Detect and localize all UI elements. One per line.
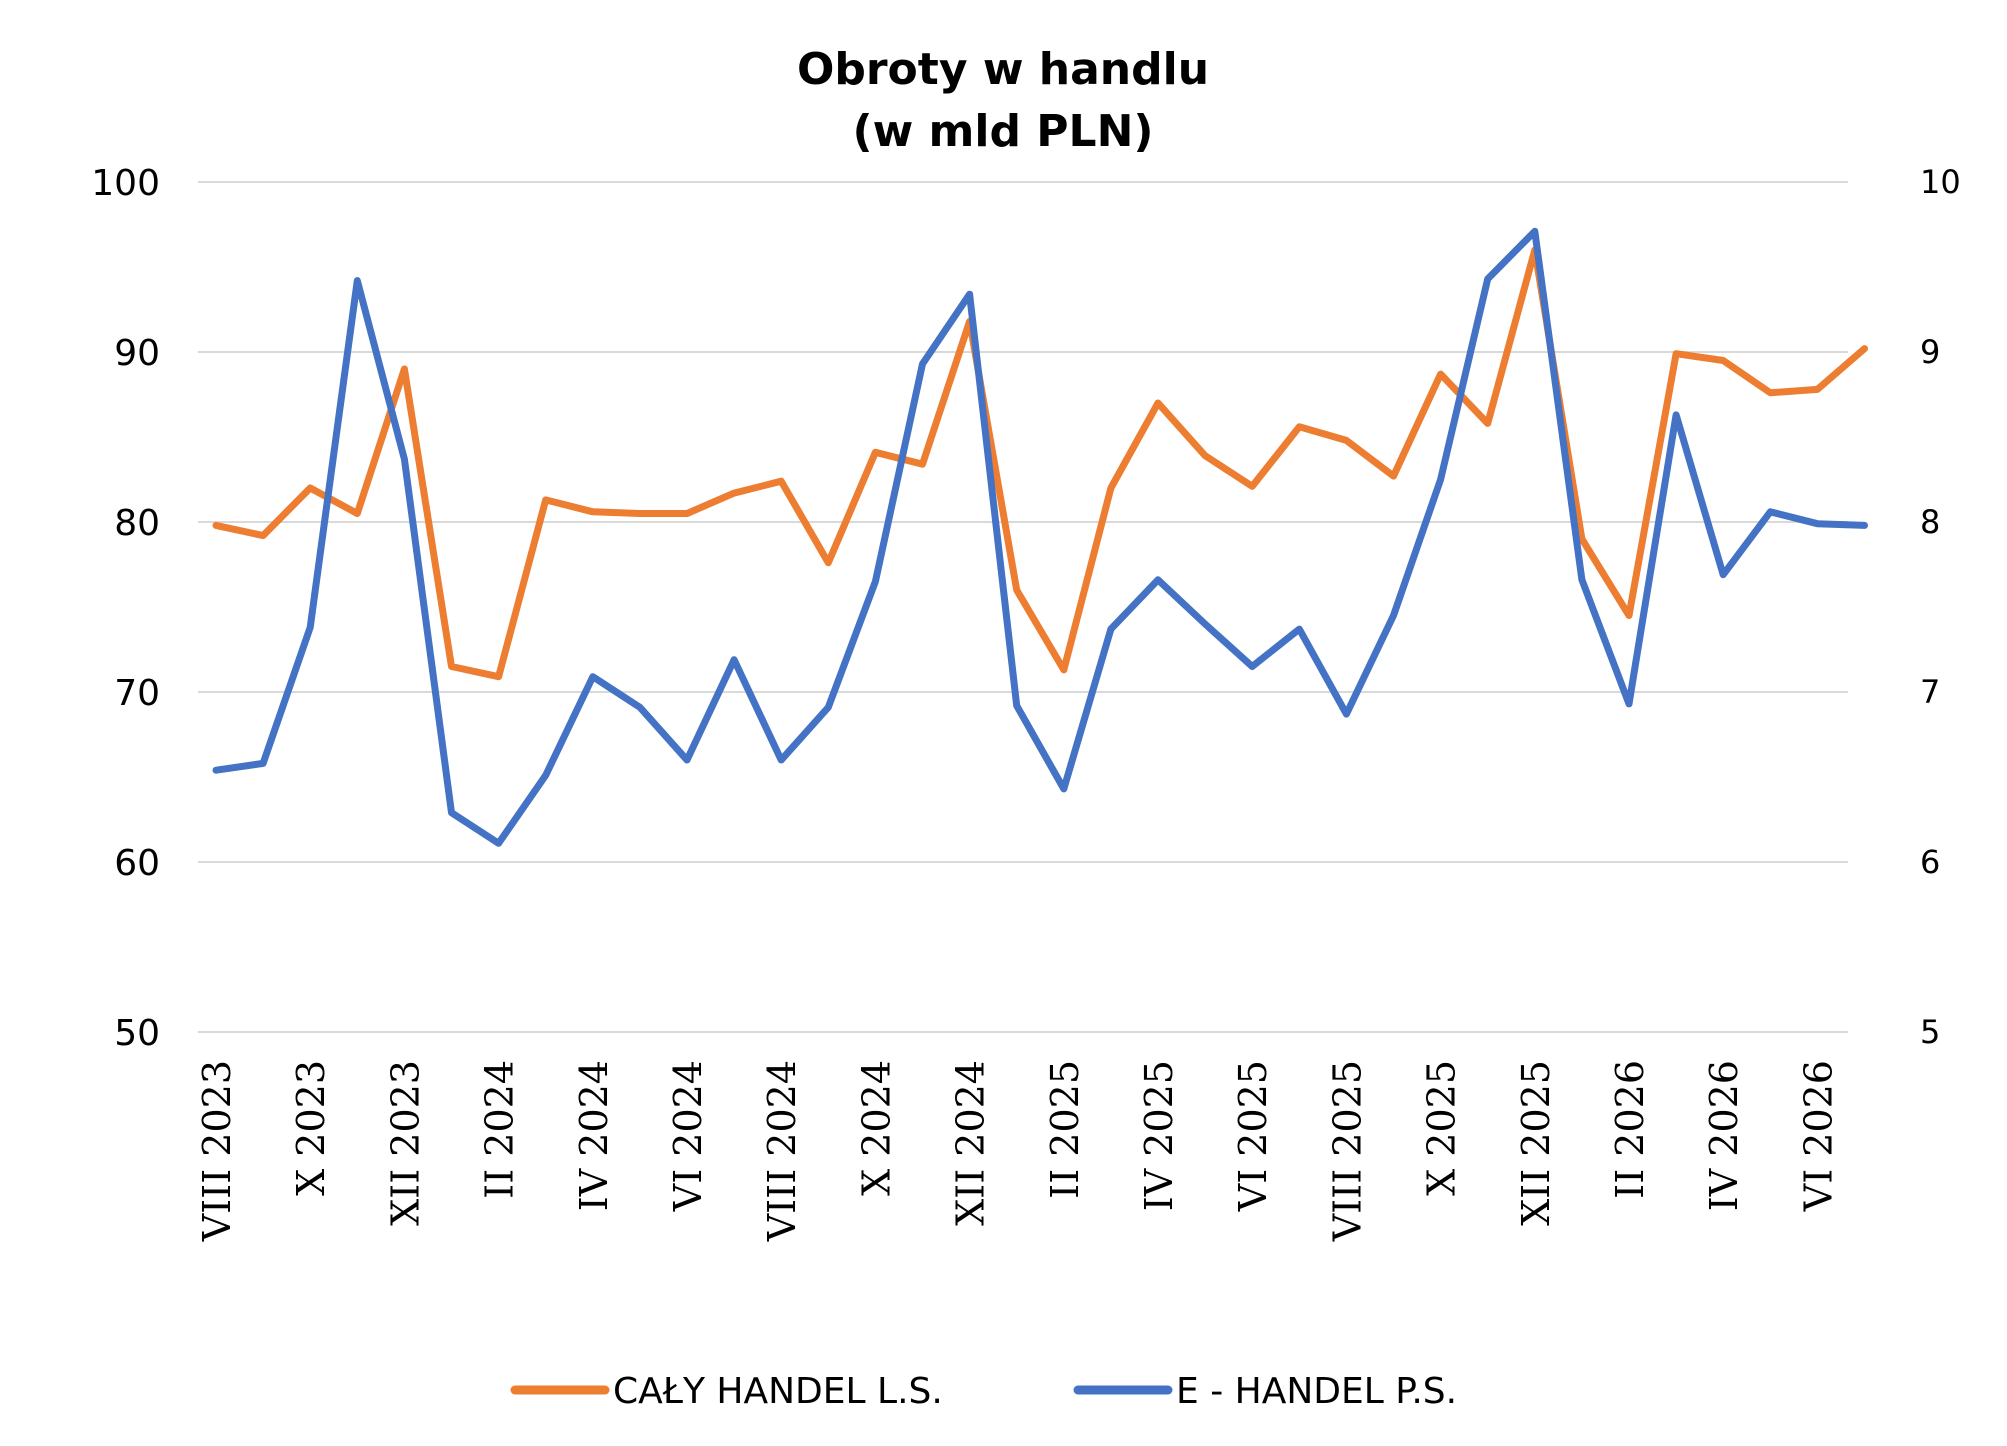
gridlines (198, 181, 1848, 1033)
x-tick-label: IV 2024 (572, 1060, 616, 1211)
x-tick-label: XII 2025 (1514, 1060, 1558, 1226)
x-tick-label: XII 2023 (383, 1060, 427, 1226)
x-tick-label: II 2025 (1043, 1060, 1087, 1199)
right-y-tick-label: 5 (1920, 1013, 1940, 1051)
x-tick-label: VIII 2023 (195, 1060, 239, 1242)
left-y-tick-label: 100 (91, 163, 160, 204)
x-tick-label: VIII 2025 (1325, 1060, 1369, 1242)
x-tick-label: XII 2024 (949, 1060, 993, 1226)
left-y-tick-label: 90 (114, 333, 160, 374)
x-tick-label: X 2025 (1420, 1060, 1464, 1196)
series-line-caly-handel (212, 246, 1868, 681)
right-y-tick-label: 10 (1920, 163, 1961, 201)
x-tick-label: X 2023 (289, 1060, 333, 1196)
left-y-tick-label: 50 (114, 1013, 160, 1054)
right-y-tick-label: 9 (1920, 333, 1940, 371)
left-y-tick-label: 70 (114, 673, 160, 714)
series-lines (212, 227, 1868, 847)
x-tick-label: VIII 2024 (760, 1060, 804, 1242)
left-y-tick-label: 60 (114, 843, 160, 884)
right-y-tick-label: 6 (1920, 843, 1940, 881)
right-axis-ticks: 5 6 7 8 9 10 (1920, 163, 1961, 1051)
x-tick-label: VI 2024 (666, 1060, 710, 1212)
series-line-e-handel (212, 227, 1868, 847)
legend: CAŁY HANDEL L.S. E - HANDEL P.S. (510, 1371, 1457, 1412)
right-y-tick-label: 8 (1920, 503, 1940, 541)
legend-label-caly-handel: CAŁY HANDEL L.S. (613, 1371, 943, 1412)
x-tick-label: II 2026 (1608, 1060, 1652, 1199)
left-y-tick-label: 80 (114, 503, 160, 544)
x-tick-label: X 2024 (854, 1060, 898, 1196)
x-tick-label: II 2024 (478, 1060, 522, 1199)
x-tick-label: IV 2025 (1137, 1060, 1181, 1211)
right-y-tick-label: 7 (1920, 673, 1940, 711)
x-tick-label: VI 2026 (1796, 1060, 1840, 1212)
chart-title-line-2: (w mld PLN) (852, 106, 1153, 157)
left-axis-ticks: 50 60 70 80 90 100 (91, 163, 160, 1054)
x-axis-ticks: VIII 2023 X 2023 XII 2023 II 2024 IV 2024 VI … (195, 1060, 1840, 1242)
legend-label-e-handel: E - HANDEL P.S. (1176, 1371, 1457, 1412)
x-tick-label: IV 2026 (1702, 1060, 1746, 1211)
x-tick-label: VI 2025 (1231, 1060, 1275, 1212)
chart-title-line-1: Obroty w handlu (797, 44, 1209, 95)
